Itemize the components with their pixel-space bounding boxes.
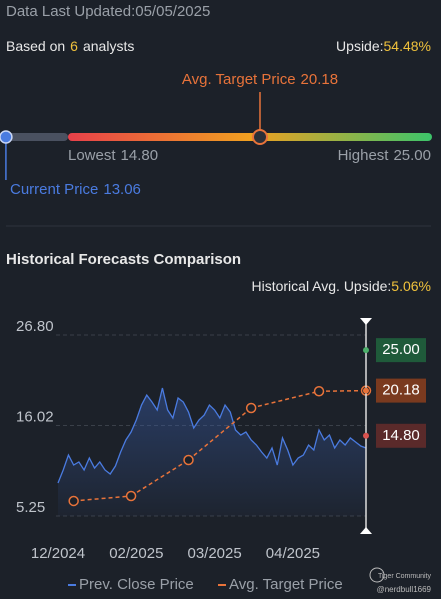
y-tick-label: 5.25 [16, 499, 45, 516]
highest: Highest 25.00 [338, 147, 431, 164]
target-connector [319, 389, 367, 393]
marker-label: 20.18 [382, 382, 420, 399]
chart-subtitle: Historical Avg. Upside:5.06% [251, 278, 431, 294]
current-marker [0, 130, 13, 144]
upside: Upside:54.48% [336, 38, 431, 54]
highest-label: Highest [338, 147, 390, 164]
marker-box [376, 338, 426, 363]
target-connector [250, 390, 320, 409]
target-connector [73, 495, 132, 502]
x-tick-label: 03/2025 [187, 545, 241, 562]
target-point [313, 386, 325, 397]
marker-dot [363, 432, 369, 439]
marker-box [376, 378, 426, 403]
target-point [125, 490, 137, 502]
legend-label: Prev. Close Price [79, 576, 194, 593]
avg-target-label: Avg. Target Price [182, 71, 296, 88]
highest-value: 25.00 [393, 147, 431, 164]
current-price-label: Current Price [10, 181, 98, 198]
y-tick-label: 26.80 [16, 318, 54, 335]
author: @nerdbull1669 [377, 585, 432, 594]
marker-label: 25.00 [382, 341, 420, 358]
x-tick-label: 12/2024 [31, 545, 85, 562]
cursor-cap [360, 318, 372, 325]
marker-label: 14.80 [382, 427, 420, 444]
x-tick-label: 04/2025 [266, 545, 320, 562]
legend-label: Avg. Target Price [229, 576, 343, 593]
target-point [245, 402, 257, 414]
current-price-value: 13.06 [103, 181, 141, 198]
target-point [68, 495, 79, 507]
upside-value: 54.48% [384, 38, 431, 54]
marker-dot [363, 387, 369, 394]
avg-target-value: 20.18 [301, 71, 339, 88]
based-on-text: Based on [6, 38, 65, 54]
range: Avg. Target Price 20.18 Lowest 14.80 Highest… [0, 71, 432, 198]
based-on: Based on 6 analysts [6, 38, 134, 54]
price-area [58, 387, 366, 516]
avg-marker [251, 129, 268, 145]
marker-box [376, 423, 426, 448]
range-bar [68, 133, 432, 141]
marker-dot [363, 347, 369, 354]
subtitle-label: Historical Avg. Upside: [251, 278, 391, 294]
target-connector [130, 459, 189, 497]
lowest-value: 14.80 [121, 147, 159, 164]
lowest: Lowest 14.80 [68, 147, 158, 164]
y-tick-label: 16.02 [16, 409, 54, 426]
analysts-text: analysts [83, 38, 134, 54]
watermark: Tiger Community [378, 573, 432, 580]
x-tick-label: 02/2025 [109, 545, 163, 562]
updated: Data Last Updated:05/05/2025 [6, 3, 210, 20]
avg-target: Avg. Target Price 20.18 [182, 71, 338, 88]
watermark-icon [369, 567, 385, 583]
upside-label: Upside: [336, 38, 383, 54]
subtitle-value: 5.06% [391, 278, 431, 294]
chart: 26.80 16.02 5.25 12/2024 02/2025 03/2025 04/20… [16, 318, 426, 593]
cursor-cap [360, 527, 372, 534]
range-track [5, 133, 68, 141]
current-price: Current Price 13.06 [10, 181, 141, 198]
price-line [57, 387, 367, 484]
lowest-label: Lowest [68, 147, 116, 164]
chart-title: Historical Forecasts Comparison [6, 251, 241, 268]
target-point [183, 454, 194, 466]
analyst-count: 6 [70, 38, 78, 54]
